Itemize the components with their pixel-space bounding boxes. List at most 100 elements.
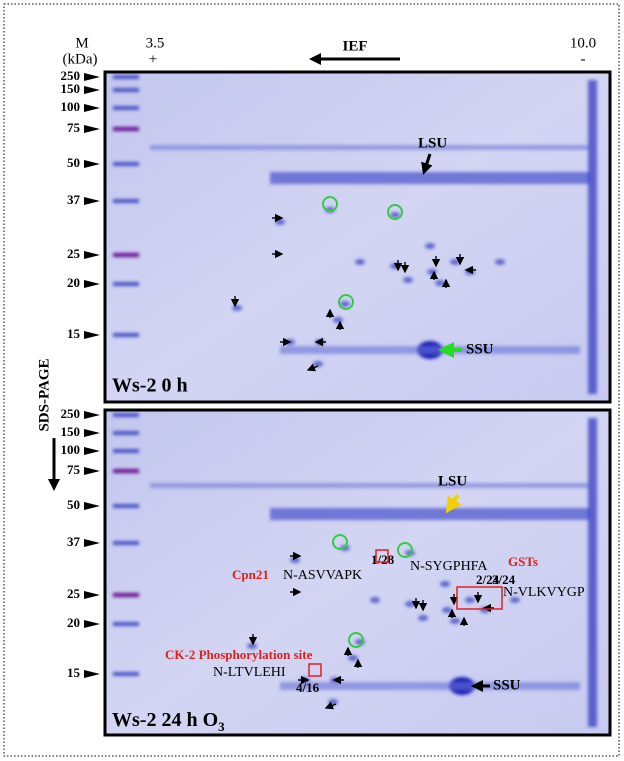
spot	[275, 219, 285, 225]
marker-arrow	[84, 447, 100, 455]
marker-label: 25	[67, 586, 81, 601]
spot	[510, 597, 520, 603]
ladder-band	[113, 413, 139, 417]
marker-arrow	[84, 73, 100, 81]
band	[150, 145, 590, 150]
spot	[328, 699, 338, 705]
annotation: 3/24	[492, 572, 516, 587]
spot	[425, 243, 435, 249]
ief-label: IEF	[342, 38, 367, 54]
marker-arrow	[84, 670, 100, 678]
panel-label: Ws-2 24 h O3	[112, 709, 225, 735]
marker-label: 150	[61, 81, 81, 96]
spot	[440, 581, 450, 587]
spot	[427, 269, 437, 275]
marker-arrow	[84, 539, 100, 547]
spot	[450, 259, 460, 265]
ladder-band	[113, 593, 139, 597]
lsu-band	[270, 508, 590, 520]
marker-arrow	[84, 197, 100, 205]
red-box	[375, 549, 389, 563]
marker-label: 37	[67, 534, 81, 549]
ssu-band	[280, 682, 580, 690]
spot	[403, 277, 413, 283]
marker-label: 50	[67, 497, 80, 512]
gel-panel: 250 150 100 75 50 37 25 20 15 LSU SSU Cpn21 N-ASVVAP…	[61, 406, 612, 737]
marker-arrow	[84, 411, 100, 419]
ladder-band	[113, 504, 139, 508]
spot	[333, 317, 343, 323]
marker-label: 37	[67, 192, 81, 207]
annotation: N-ASVVAPK	[283, 568, 362, 583]
annotation: GSTs	[508, 554, 538, 569]
marker-arrow	[84, 591, 100, 599]
annotation: 4/16	[296, 680, 320, 695]
pointer-arrow	[324, 701, 337, 710]
marker-label: 75	[67, 462, 81, 477]
right-edge	[588, 80, 597, 394]
annotation: N-SYGPHFA	[410, 559, 488, 574]
ladder-band	[113, 541, 139, 545]
spot	[348, 655, 358, 661]
spot	[390, 212, 400, 218]
marker-arrow	[84, 104, 100, 112]
lsu-band	[270, 172, 590, 184]
marker-arrow	[84, 251, 100, 259]
marker-arrow	[84, 160, 100, 168]
mass-label: M	[75, 35, 88, 51]
annotation: N-VLKVYGP	[503, 585, 585, 600]
annotation: LSU	[438, 473, 467, 489]
ladder-band	[113, 469, 139, 473]
ladder-band	[113, 333, 139, 337]
spot	[370, 597, 380, 603]
marker-arrow	[84, 502, 100, 510]
red-box	[456, 586, 503, 610]
sds-page-label: SDS-PAGE	[36, 358, 52, 431]
ladder-band	[113, 282, 139, 286]
marker-arrow	[84, 280, 100, 288]
band	[150, 483, 590, 488]
ladder-band	[113, 88, 139, 92]
ladder-band	[113, 199, 139, 203]
highlight-circle	[332, 534, 348, 550]
marker-label: 25	[67, 246, 81, 261]
marker-arrow	[84, 125, 100, 133]
mass-unit: (kDa)	[63, 51, 98, 67]
red-box	[308, 663, 322, 677]
marker-arrow	[84, 620, 100, 628]
ph-high: 10.0	[570, 35, 596, 51]
marker-label: 100	[61, 99, 81, 114]
spot	[495, 259, 505, 265]
annotation: N-LTVLEHI	[213, 665, 286, 680]
marker-label: 75	[67, 120, 81, 135]
marker-label: 20	[67, 615, 80, 630]
marker-arrow	[84, 467, 100, 475]
ladder-band	[113, 622, 139, 626]
annotation: 2/24	[476, 572, 500, 587]
panel-label: Ws-2 0 h	[112, 375, 188, 397]
marker-arrow	[84, 86, 100, 94]
pointer-arrow	[306, 363, 319, 372]
marker-label: 50	[67, 155, 80, 170]
ladder-band	[113, 162, 139, 166]
annotation: 1/28	[371, 552, 395, 567]
panel-border	[103, 408, 612, 737]
marker-label: 150	[61, 424, 81, 439]
lsu-arrow	[421, 153, 433, 175]
spot	[290, 557, 300, 563]
spot	[340, 301, 350, 307]
ladder-band	[113, 127, 139, 131]
spot	[450, 618, 460, 624]
panel-border	[103, 70, 612, 404]
highlight-circle	[387, 204, 403, 220]
highlight-circle	[397, 542, 413, 558]
marker-arrow	[84, 429, 100, 437]
annotation: SSU	[493, 677, 521, 693]
spot	[355, 259, 365, 265]
ladder-band	[113, 449, 139, 453]
highlight-circle	[348, 632, 364, 648]
ssu-band	[280, 346, 580, 354]
ph-low: 3.5	[146, 35, 165, 51]
